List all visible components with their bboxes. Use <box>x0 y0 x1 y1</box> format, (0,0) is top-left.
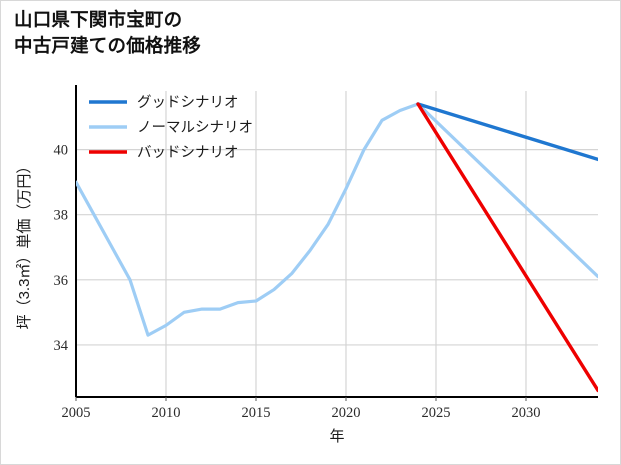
x-tick-label: 2025 <box>422 405 451 421</box>
y-tick-labels: 34 36 38 40 <box>54 143 69 354</box>
y-axis-title: 坪（3.3㎡）単価（万円） <box>16 159 33 330</box>
series-line-good <box>416 102 598 162</box>
series-line-normal <box>76 102 598 337</box>
x-tick-labels: 2005 2010 2015 2020 2025 2030 <box>62 397 541 421</box>
y-tick-label: 40 <box>54 143 69 159</box>
series-lines <box>76 102 598 393</box>
y-tick-label: 36 <box>54 273 69 289</box>
y-tick-label: 38 <box>54 208 69 224</box>
x-tick-label: 2020 <box>332 405 361 421</box>
x-tick-label: 2010 <box>152 405 181 421</box>
series-line-bad <box>416 102 598 393</box>
x-axis-title: 年 <box>329 428 344 445</box>
legend-label: ノーマルシナリオ <box>137 120 253 136</box>
plot-frame <box>75 85 598 398</box>
x-tick-label: 2015 <box>242 405 271 421</box>
x-tick-label: 2005 <box>62 405 91 421</box>
legend-label: バッドシナリオ <box>137 145 239 161</box>
grid-lines <box>76 91 598 397</box>
x-tick-label: 2030 <box>512 405 541 421</box>
page-title: 山口県下関市宝町の 中古戸建ての価格推移 <box>14 9 202 57</box>
legend-label: グッドシナリオ <box>137 94 239 111</box>
y-tick-label: 34 <box>54 338 69 354</box>
